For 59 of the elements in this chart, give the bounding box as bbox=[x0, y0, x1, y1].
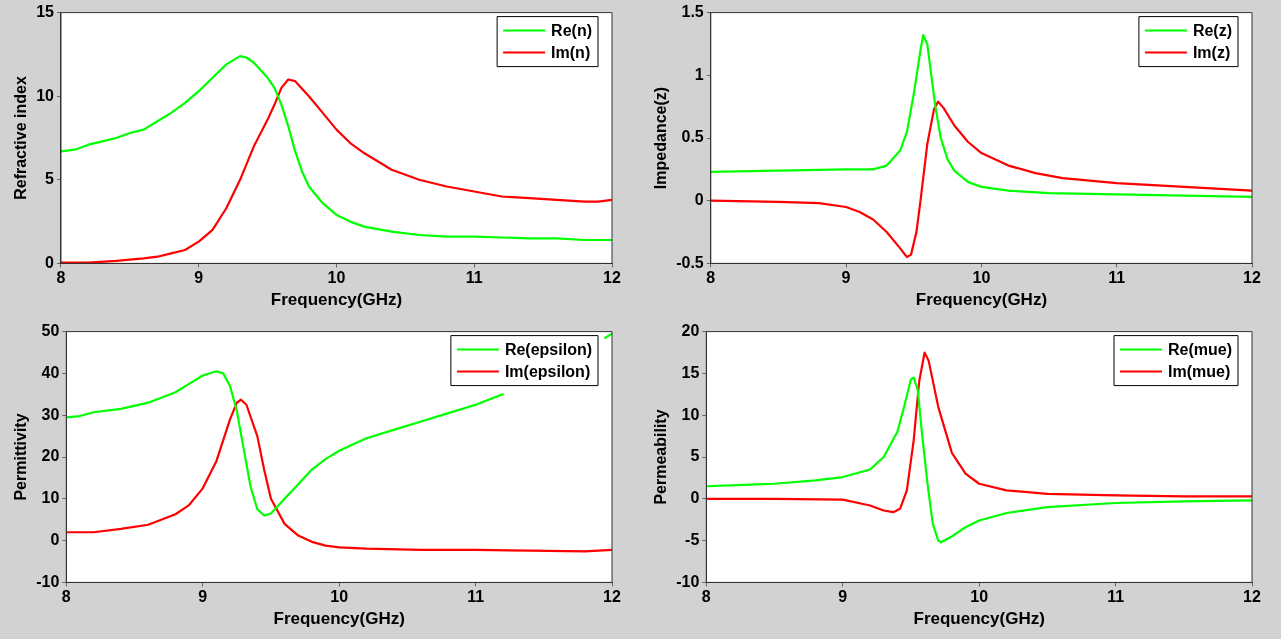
y-tick-label: 0 bbox=[694, 191, 704, 209]
x-tick-label: 10 bbox=[330, 588, 349, 606]
x-tick-label: 8 bbox=[61, 588, 71, 606]
y-tick-label: -10 bbox=[36, 572, 60, 590]
y-tick-label: 15 bbox=[681, 363, 700, 381]
x-axis-title: Frequency(GHz) bbox=[913, 609, 1045, 629]
legend-label: Im(epsilon) bbox=[504, 363, 591, 381]
y-tick-label: -5 bbox=[685, 531, 700, 549]
x-tick-label: 8 bbox=[701, 588, 711, 606]
legend-label: Im(n) bbox=[551, 44, 591, 62]
x-axis-title: Frequency(GHz) bbox=[915, 290, 1048, 310]
y-tick-label: 1.5 bbox=[681, 3, 704, 21]
y-tick-label: 30 bbox=[41, 405, 60, 423]
x-tick-label: 8 bbox=[56, 269, 66, 287]
y-tick-label: 5 bbox=[45, 170, 55, 188]
x-tick-label: 12 bbox=[603, 588, 621, 606]
y-tick-label: 0 bbox=[50, 531, 60, 549]
legend-label: Im(z) bbox=[1192, 44, 1231, 62]
x-tick-label: 11 bbox=[465, 269, 483, 287]
x-axis-title: Frequency(GHz) bbox=[270, 290, 403, 310]
y-tick-label: 40 bbox=[41, 363, 60, 381]
x-tick-label: 11 bbox=[1108, 269, 1126, 287]
legend-label: Re(z) bbox=[1192, 22, 1232, 40]
y-tick-label: 20 bbox=[681, 322, 700, 340]
y-axis-title: Refractive index bbox=[12, 76, 30, 200]
legend-label: Re(n) bbox=[551, 22, 593, 40]
x-tick-label: 10 bbox=[970, 588, 989, 606]
y-tick-label: 5 bbox=[690, 447, 700, 465]
legend-label: Im(mue) bbox=[1167, 363, 1231, 381]
y-tick-label: 15 bbox=[36, 3, 55, 21]
y-tick-label: 50 bbox=[41, 322, 60, 340]
legend-label: Re(epsilon) bbox=[504, 341, 593, 359]
y-axis-title: Permeability bbox=[652, 409, 670, 505]
x-tick-label: 8 bbox=[706, 269, 716, 287]
y-tick-label: 10 bbox=[36, 86, 55, 104]
x-tick-label: 11 bbox=[467, 588, 485, 606]
legend-label: Re(mue) bbox=[1167, 341, 1233, 359]
y-tick-label: 20 bbox=[41, 447, 60, 465]
y-tick-label: -0.5 bbox=[676, 253, 704, 271]
y-axis-title: Permittivity bbox=[12, 413, 30, 501]
x-tick-label: 9 bbox=[198, 588, 208, 606]
y-tick-label: 0.5 bbox=[681, 128, 704, 146]
x-tick-label: 9 bbox=[841, 269, 851, 287]
x-tick-label: 12 bbox=[1243, 588, 1261, 606]
y-tick-label: -10 bbox=[676, 572, 700, 590]
x-tick-label: 10 bbox=[327, 269, 346, 287]
y-tick-label: 10 bbox=[681, 405, 700, 423]
y-tick-label: 1 bbox=[694, 65, 704, 83]
x-tick-label: 10 bbox=[972, 269, 991, 287]
y-axis-title: Impedance(z) bbox=[652, 86, 670, 190]
x-tick-label: 12 bbox=[603, 269, 621, 287]
x-tick-label: 9 bbox=[194, 269, 204, 287]
y-tick-label: 0 bbox=[45, 253, 55, 271]
x-tick-label: 9 bbox=[838, 588, 848, 606]
x-tick-label: 12 bbox=[1243, 269, 1261, 287]
y-tick-label: 0 bbox=[690, 489, 700, 507]
y-tick-label: 10 bbox=[41, 489, 60, 507]
x-tick-label: 11 bbox=[1107, 588, 1125, 606]
x-axis-title: Frequency(GHz) bbox=[273, 609, 405, 629]
